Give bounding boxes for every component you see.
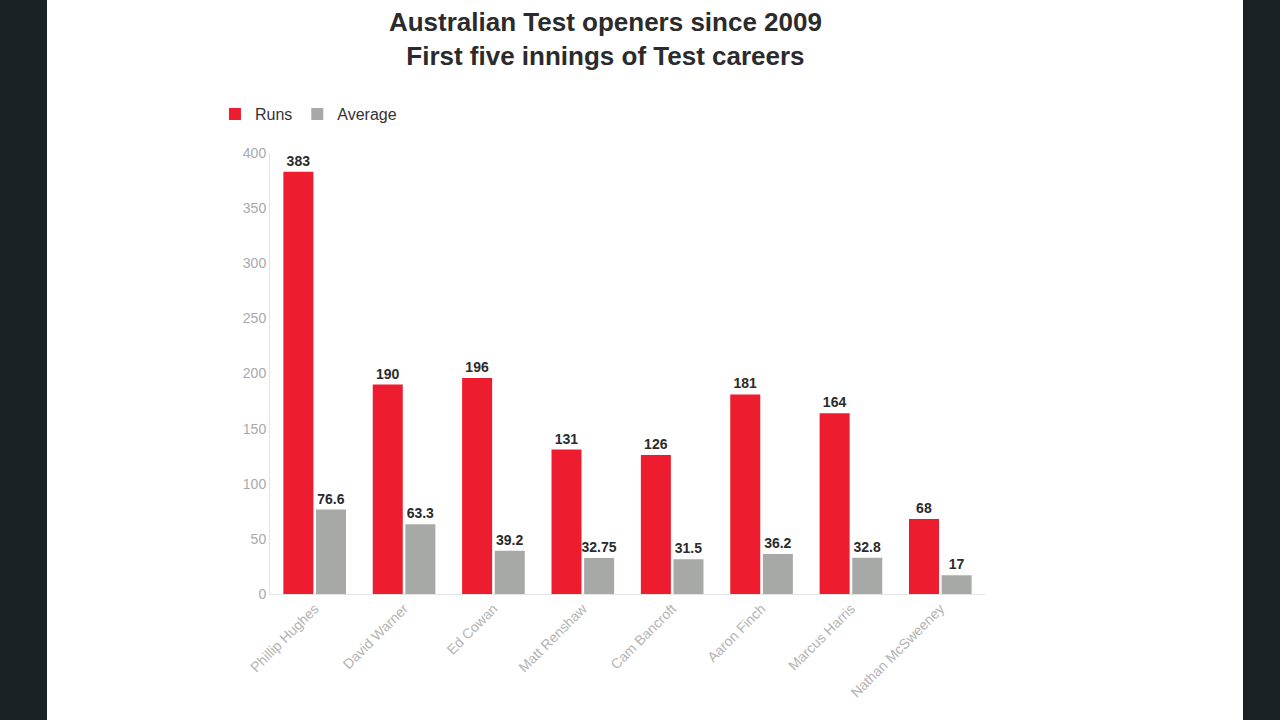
svg-text:300: 300 [243, 255, 267, 271]
svg-text:196: 196 [465, 359, 489, 375]
svg-text:Cam Bancroft: Cam Bancroft [607, 600, 679, 672]
svg-text:31.5: 31.5 [675, 540, 702, 556]
svg-text:Australian Test openers since: Australian Test openers since 2009First … [389, 7, 822, 71]
svg-text:76.6: 76.6 [317, 491, 344, 507]
svg-text:Matt Renshaw: Matt Renshaw [515, 600, 590, 675]
svg-text:Ed Cowan: Ed Cowan [444, 601, 501, 658]
svg-text:63.3: 63.3 [407, 505, 434, 521]
svg-text:150: 150 [243, 421, 267, 437]
svg-text:Marcus Harris: Marcus Harris [785, 601, 858, 674]
svg-text:400: 400 [243, 145, 267, 161]
svg-text:Nathan McSweeney: Nathan McSweeney [847, 601, 947, 701]
svg-text:190: 190 [376, 366, 400, 382]
svg-text:David Warner: David Warner [340, 600, 412, 672]
svg-text:17: 17 [949, 556, 965, 572]
svg-text:0: 0 [258, 586, 266, 602]
svg-text:Phillip Hughes: Phillip Hughes [247, 601, 322, 676]
svg-text:350: 350 [243, 200, 267, 216]
svg-text:126: 126 [644, 436, 668, 452]
svg-text:164: 164 [823, 394, 847, 410]
svg-text:Runs: Runs [255, 106, 292, 123]
svg-text:32.8: 32.8 [854, 539, 881, 555]
svg-text:131: 131 [555, 431, 579, 447]
svg-text:Aaron Finch: Aaron Finch [704, 601, 769, 666]
svg-text:100: 100 [243, 476, 267, 492]
svg-text:250: 250 [243, 310, 267, 326]
svg-text:200: 200 [243, 365, 267, 381]
svg-text:32.75: 32.75 [582, 539, 617, 555]
svg-text:Average: Average [337, 106, 396, 123]
svg-text:383: 383 [287, 153, 311, 169]
svg-text:68: 68 [916, 500, 932, 516]
svg-text:36.2: 36.2 [764, 535, 791, 551]
svg-text:39.2: 39.2 [496, 532, 523, 548]
svg-text:50: 50 [251, 531, 267, 547]
svg-text:181: 181 [733, 375, 757, 391]
